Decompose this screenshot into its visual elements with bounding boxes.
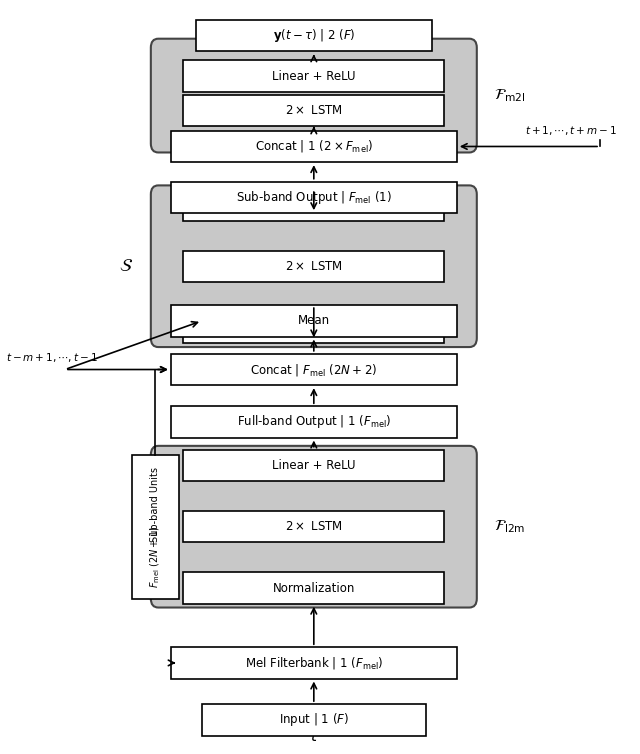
Text: $\mathbf{y}(t-\tau)$ | 2 ($F$): $\mathbf{y}(t-\tau)$ | 2 ($F$) <box>273 27 355 44</box>
Text: Full-band Output | 1 ($F_{\mathrm{mel}}$): Full-band Output | 1 ($F_{\mathrm{mel}}$… <box>237 413 391 431</box>
Text: Linear + ReLU: Linear + ReLU <box>272 69 356 83</box>
FancyBboxPatch shape <box>196 20 432 51</box>
FancyBboxPatch shape <box>171 354 457 385</box>
Text: $\mathcal{S}$: $\mathcal{S}$ <box>119 257 133 275</box>
FancyBboxPatch shape <box>183 511 444 542</box>
Text: Mel Filterbank | 1 ($F_{\mathrm{mel}}$): Mel Filterbank | 1 ($F_{\mathrm{mel}}$) <box>244 655 383 671</box>
Text: Concat | 1 $(2 \times F_{\mathrm{mel}})$: Concat | 1 $(2 \times F_{\mathrm{mel}})$ <box>255 139 373 155</box>
FancyBboxPatch shape <box>151 446 477 608</box>
FancyBboxPatch shape <box>202 704 426 735</box>
FancyBboxPatch shape <box>183 449 444 481</box>
Text: $\mathcal{F}_{\mathrm{m2l}}$: $\mathcal{F}_{\mathrm{m2l}}$ <box>494 87 525 104</box>
FancyBboxPatch shape <box>151 38 477 152</box>
FancyBboxPatch shape <box>171 406 457 437</box>
Text: Linear | ReLU: Linear | ReLU <box>275 198 353 211</box>
Text: $t$: $t$ <box>310 728 318 743</box>
Text: Normalization: Normalization <box>273 581 355 595</box>
FancyBboxPatch shape <box>171 182 457 213</box>
FancyBboxPatch shape <box>183 189 444 221</box>
Text: Concat | $F_{\mathrm{mel}}$ $(2N+2)$: Concat | $F_{\mathrm{mel}}$ $(2N+2)$ <box>250 361 378 378</box>
FancyBboxPatch shape <box>171 130 457 162</box>
Bar <box>132 455 179 599</box>
Text: $\mathcal{F}_{\mathrm{l2m}}$: $\mathcal{F}_{\mathrm{l2m}}$ <box>494 518 525 535</box>
FancyBboxPatch shape <box>183 312 444 343</box>
Text: $2 \times$ LSTM: $2 \times$ LSTM <box>285 520 343 533</box>
Text: $F_{\mathrm{mel}}$ $(2N+1)$: $F_{\mathrm{mel}}$ $(2N+1)$ <box>148 526 162 587</box>
FancyBboxPatch shape <box>171 305 457 336</box>
Text: Normalization: Normalization <box>273 321 355 334</box>
Text: Mean: Mean <box>298 314 330 327</box>
FancyBboxPatch shape <box>151 185 477 347</box>
Text: $t - m + 1, \cdots, t - 1$: $t - m + 1, \cdots, t - 1$ <box>6 351 98 364</box>
Text: $t + 1, \cdots, t + m - 1$: $t + 1, \cdots, t + m - 1$ <box>525 124 617 136</box>
FancyBboxPatch shape <box>171 647 457 679</box>
Text: $2 \times$ LSTM: $2 \times$ LSTM <box>285 259 343 273</box>
Text: Input | 1 ($F$): Input | 1 ($F$) <box>279 711 349 728</box>
FancyBboxPatch shape <box>183 95 444 126</box>
FancyBboxPatch shape <box>183 572 444 604</box>
Text: Linear + ReLU: Linear + ReLU <box>272 459 356 472</box>
FancyBboxPatch shape <box>183 60 444 92</box>
Text: Sub-band Units: Sub-band Units <box>150 467 160 541</box>
FancyBboxPatch shape <box>183 250 444 282</box>
Text: Sub-band Output | $F_{\mathrm{mel}}$ (1): Sub-band Output | $F_{\mathrm{mel}}$ (1) <box>236 188 392 206</box>
Text: $2 \times$ LSTM: $2 \times$ LSTM <box>285 104 343 117</box>
